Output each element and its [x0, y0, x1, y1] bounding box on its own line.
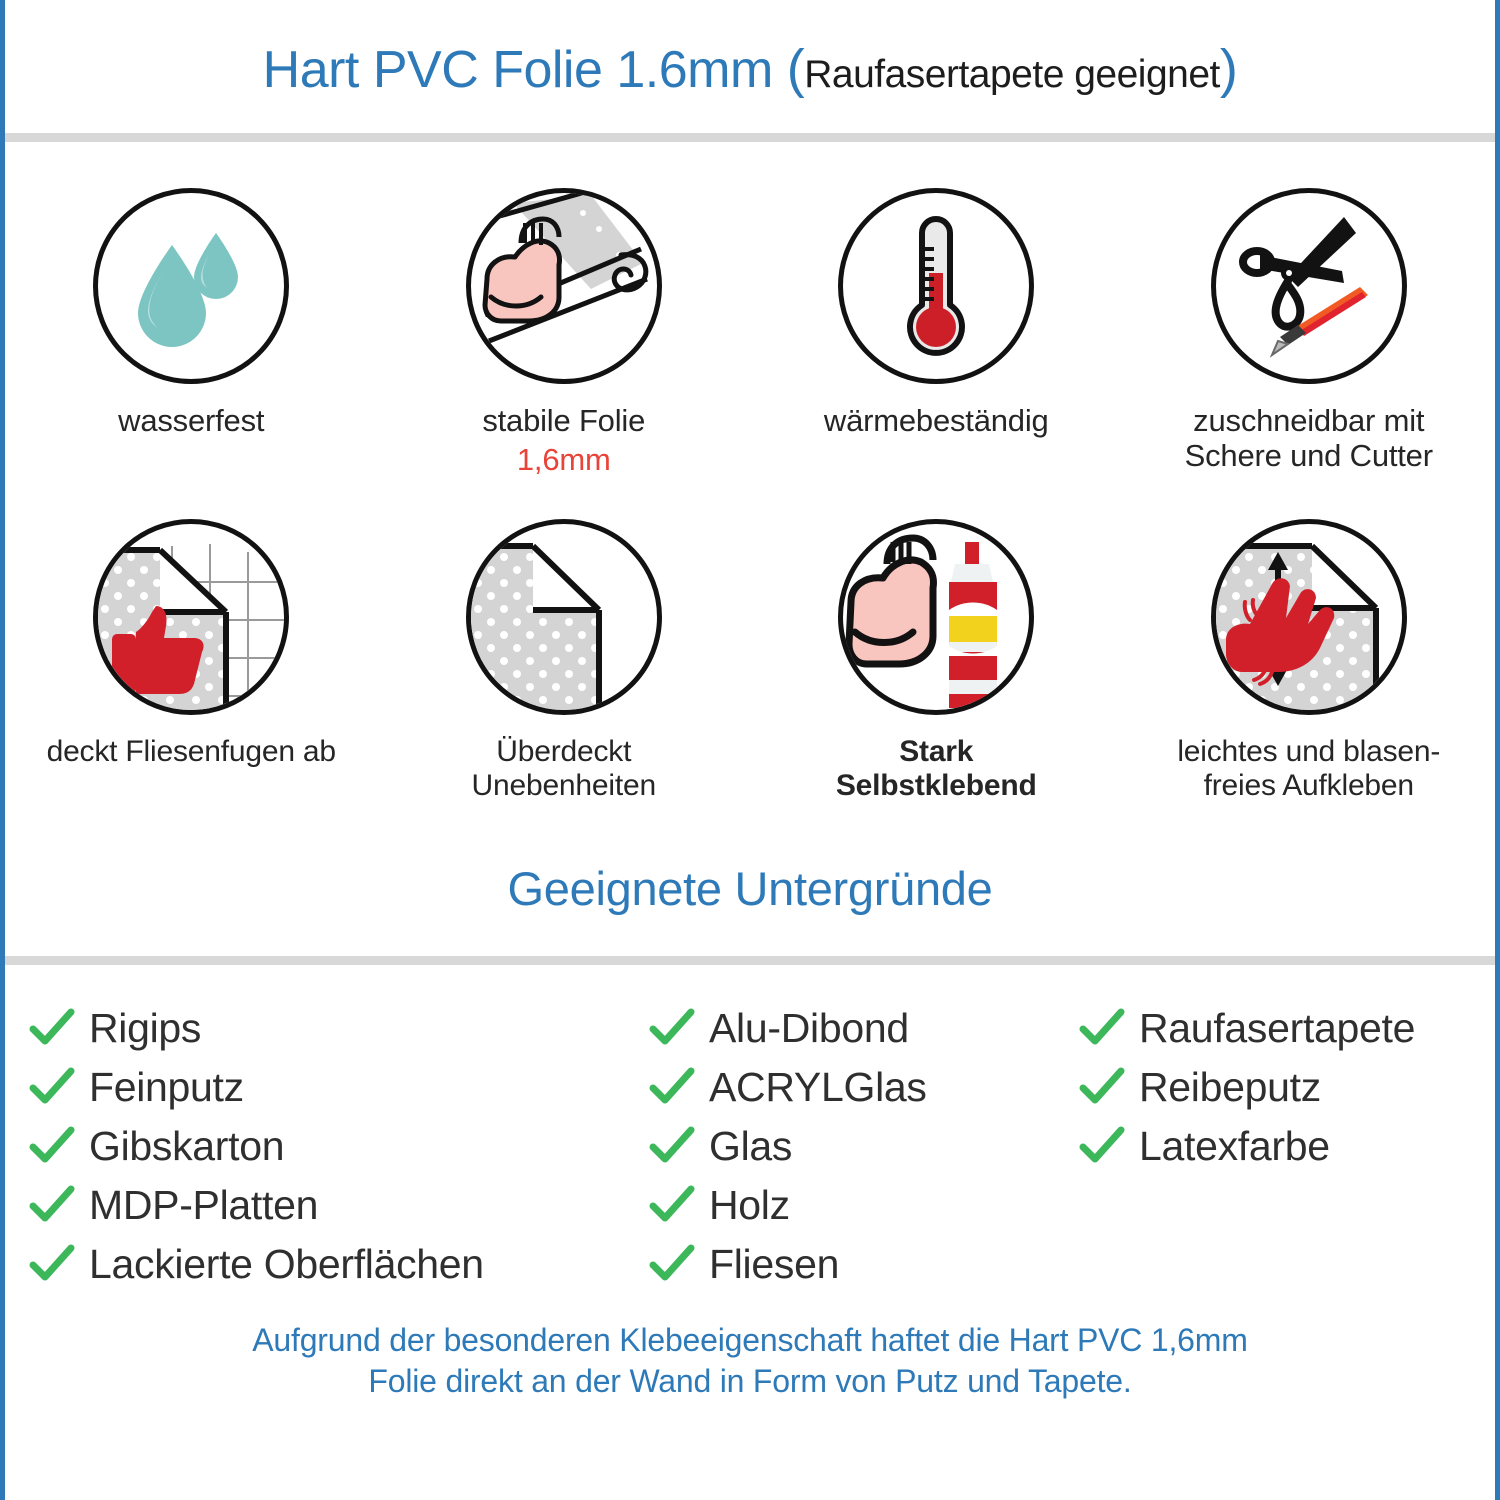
- feature-thickness: 1,6mm: [516, 441, 611, 477]
- check-icon: [649, 1244, 695, 1281]
- feature-label: deckt Fliesenfugen ab: [46, 735, 337, 769]
- check-icon: [1079, 1126, 1125, 1163]
- list-item-label: Latexfarbe: [1139, 1122, 1330, 1169]
- list-item-label: Gibskarton: [89, 1122, 285, 1169]
- feature-label: zuschneidbar mit Schere und Cutter: [1184, 403, 1433, 473]
- list-item: Alu-Dibond: [649, 999, 1079, 1058]
- header: Hart PVC Folie 1.6mm (Raufasertapete gee…: [5, 0, 1495, 133]
- thermometer-icon: [838, 188, 1035, 384]
- header-divider: [5, 133, 1495, 142]
- feature-ueberdeckt: Überdeckt Unebenheiten: [378, 519, 751, 802]
- feature-label: Überdeckt Unebenheiten: [471, 735, 657, 803]
- feature-label-text: leichtes und blasen-freies Aufkleben: [1177, 735, 1441, 803]
- feature-fliesenfugen: deckt Fliesenfugen ab: [5, 519, 378, 802]
- section-heading: Geeignete Untergründe: [507, 861, 993, 915]
- feature-label: Stark Selbstklebend: [836, 735, 1037, 802]
- check-icon: [649, 1185, 695, 1222]
- title-sub: Raufasertapete geeignet: [804, 52, 1220, 96]
- list-item-label: Glas: [709, 1122, 793, 1169]
- feature-label: wasserfest: [118, 403, 265, 438]
- list-item: Holz: [649, 1176, 1079, 1235]
- check-icon: [1079, 1008, 1125, 1045]
- check-icon: [29, 1185, 75, 1222]
- list-item-label: Rigips: [89, 1004, 202, 1051]
- water-drops-icon: [93, 188, 290, 384]
- feature-label: wärmebeständig: [823, 403, 1049, 438]
- scissors-cutter-icon: [1210, 188, 1407, 384]
- list-item: ACRYLGlas: [649, 1058, 1079, 1117]
- list-item-label: ACRYLGlas: [709, 1063, 927, 1110]
- suitable-surfaces-list: Rigips Feinputz Gibskarton MDP-Platten L…: [5, 965, 1495, 1294]
- feature-label: leichtes und blasen-freies Aufkleben: [1177, 735, 1440, 802]
- check-icon: [29, 1067, 75, 1104]
- tile-thumbsup-icon: [93, 519, 290, 716]
- checklist-column-1: Rigips Feinputz Gibskarton MDP-Platten L…: [29, 999, 649, 1294]
- list-item-label: Alu-Dibond: [709, 1004, 909, 1051]
- check-icon: [29, 1126, 75, 1163]
- list-item: Rigips: [29, 999, 649, 1058]
- check-icon: [649, 1008, 695, 1045]
- list-item-label: Fliesen: [709, 1240, 840, 1287]
- strong-arm-film-icon: [465, 188, 662, 384]
- list-item: Latexfarbe: [1079, 1117, 1415, 1176]
- list-item: Feinputz: [29, 1058, 649, 1117]
- feature-waermebestaendig: wärmebeständig: [750, 188, 1123, 477]
- footer-line-2: Folie direkt an der Wand in Form von Put…: [368, 1363, 1132, 1400]
- title-paren-open: (: [786, 38, 805, 99]
- feature-selbstklebend: Stark Selbstklebend: [750, 519, 1123, 802]
- list-item-label: Reibeputz: [1139, 1063, 1321, 1110]
- feature-row-2: deckt Fliesenfugen ab: [5, 519, 1495, 802]
- list-item: Glas: [649, 1117, 1079, 1176]
- list-item-label: Holz: [709, 1181, 790, 1228]
- feature-wasserfest: wasserfest: [5, 188, 378, 477]
- title-paren-close: ): [1219, 38, 1238, 99]
- list-item: Gibskarton: [29, 1117, 649, 1176]
- check-icon: [649, 1067, 695, 1104]
- list-item: Fliesen: [649, 1235, 1079, 1294]
- check-icon: [1079, 1067, 1125, 1104]
- check-icon: [29, 1244, 75, 1281]
- page-title: Hart PVC Folie 1.6mm (Raufasertapete gee…: [263, 38, 1238, 100]
- list-item: Raufasertapete: [1079, 999, 1415, 1058]
- feature-label-text: stabile Folie: [482, 403, 646, 438]
- feature-zuschneidbar: zuschneidbar mit Schere und Cutter: [1123, 188, 1496, 477]
- list-item-label: Lackierte Oberflächen: [89, 1240, 484, 1287]
- feature-label: stabile Folie 1,6mm: [482, 403, 646, 477]
- arm-glue-tube-icon: [838, 519, 1035, 716]
- list-item-label: Feinputz: [89, 1063, 244, 1110]
- feature-label-text: zuschneidbar mit Schere und Cutter: [1184, 403, 1433, 473]
- list-item: MDP-Platten: [29, 1176, 649, 1235]
- feature-label-text: Stark Selbstklebend: [835, 735, 1037, 803]
- feature-row-1: wasserfest: [5, 188, 1495, 477]
- check-icon: [29, 1008, 75, 1045]
- list-item: Reibeputz: [1079, 1058, 1415, 1117]
- list-item-label: Raufasertapete: [1139, 1004, 1416, 1051]
- section-divider: [5, 955, 1495, 965]
- checklist-column-3: Raufasertapete Reibeputz Latexfarbe: [1079, 999, 1415, 1294]
- checklist-column-2: Alu-Dibond ACRYLGlas Glas Holz Fliesen: [649, 999, 1079, 1294]
- title-main: Hart PVC Folie 1.6mm: [262, 40, 774, 99]
- footer-note: Aufgrund der besonderen Klebeeigenschaft…: [5, 1320, 1495, 1403]
- feature-grid: wasserfest: [5, 142, 1495, 803]
- hand-smooth-icon: [1210, 519, 1407, 716]
- film-peel-icon: [465, 519, 662, 716]
- feature-label-text: Überdeckt Unebenheiten: [471, 735, 657, 803]
- check-icon: [649, 1126, 695, 1163]
- list-item-label: MDP-Platten: [89, 1181, 319, 1228]
- feature-aufkleben: leichtes und blasen-freies Aufkleben: [1123, 519, 1496, 802]
- footer-line-1: Aufgrund der besonderen Klebeeigenschaft…: [252, 1321, 1248, 1358]
- list-item: Lackierte Oberflächen: [29, 1235, 649, 1294]
- feature-stabile-folie: stabile Folie 1,6mm: [378, 188, 751, 477]
